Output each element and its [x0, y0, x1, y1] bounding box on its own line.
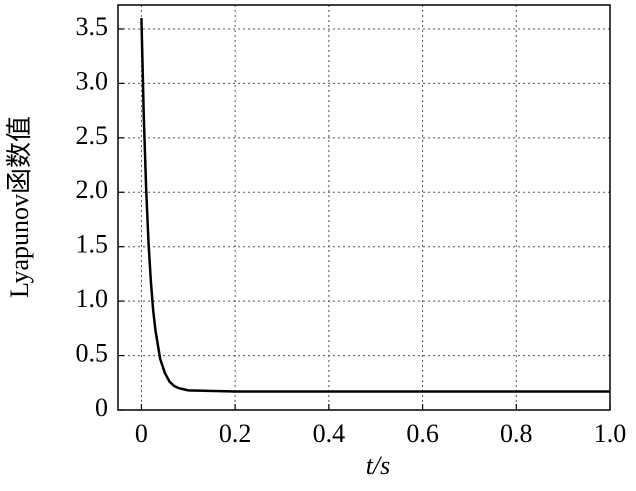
x-tick-label: 0.2 — [219, 419, 252, 448]
y-tick-label: 3.5 — [76, 12, 109, 41]
plot-frame — [117, 4, 611, 411]
y-tick-label: 1.0 — [76, 284, 109, 313]
data-line — [140, 18, 610, 393]
x-tick-label: 0 — [135, 419, 148, 448]
y-tick-label: 0.5 — [76, 339, 109, 368]
y-tick-label: 3.0 — [76, 66, 109, 95]
y-tick-label: 2.0 — [76, 175, 109, 204]
y-axis-label: Lyapunov函数值 — [5, 116, 34, 298]
x-tick-label: 1.0 — [594, 419, 627, 448]
y-tick-label: 0 — [95, 393, 108, 422]
x-axis-label: t/s — [366, 451, 391, 480]
y-tick-label: 2.5 — [76, 121, 109, 150]
x-tick-label: 0.6 — [406, 419, 439, 448]
x-tick-label: 0.8 — [500, 419, 533, 448]
x-tick-label: 0.4 — [313, 419, 346, 448]
y-tick-label: 1.5 — [76, 230, 109, 259]
